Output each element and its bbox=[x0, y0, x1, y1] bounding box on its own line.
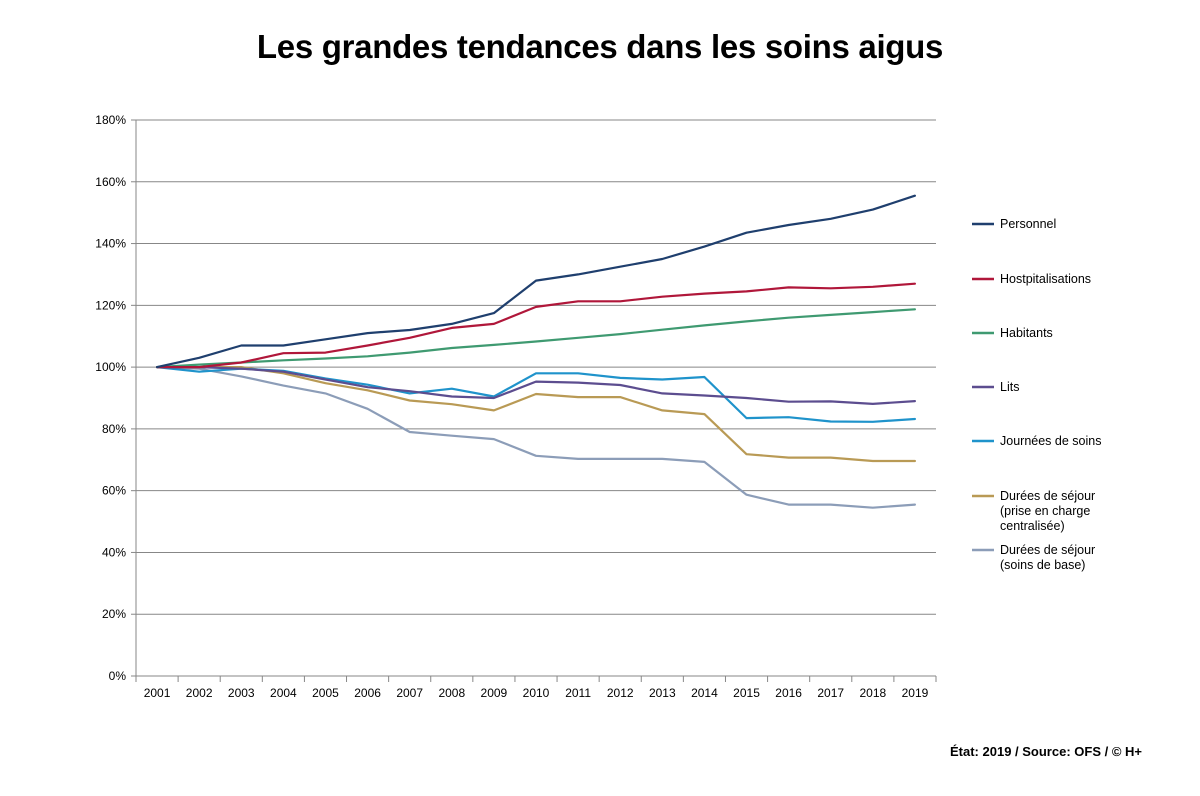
legend-item: Journées de soins bbox=[972, 434, 1101, 448]
x-tick-label: 2017 bbox=[817, 686, 844, 700]
x-tick-label: 2002 bbox=[186, 686, 213, 700]
legend-label: Personnel bbox=[1000, 217, 1056, 231]
series-line-dur-es-de-s-jour-soins-de-base- bbox=[156, 366, 917, 509]
legend-item: Durées de séjour (prise en charge centrali… bbox=[972, 489, 1095, 533]
legend-label: Journées de soins bbox=[1000, 434, 1101, 448]
legend-label: Lits bbox=[1000, 380, 1019, 394]
x-tick-label: 2014 bbox=[691, 686, 718, 700]
legend-label: Hostpitalisations bbox=[1000, 272, 1091, 286]
chart-title: Les grandes tendances dans les soins aig… bbox=[256, 28, 944, 65]
series-line-hostpitalisations bbox=[156, 282, 917, 369]
source-note: État: 2019 / Source: OFS / © H+ bbox=[950, 744, 1142, 759]
series-lines bbox=[156, 194, 917, 509]
series-line-lits bbox=[156, 366, 917, 405]
x-tick-label: 2007 bbox=[396, 686, 423, 700]
x-tick-label: 2013 bbox=[649, 686, 676, 700]
legend-item: Personnel bbox=[972, 217, 1056, 231]
x-tick-label: 2009 bbox=[481, 686, 508, 700]
legend-label: Habitants bbox=[1000, 326, 1053, 340]
x-tick-label: 2005 bbox=[312, 686, 339, 700]
x-tick-label: 2006 bbox=[354, 686, 381, 700]
x-tick-label: 2016 bbox=[775, 686, 802, 700]
axes bbox=[131, 119, 937, 682]
legend-item: Habitants bbox=[972, 326, 1053, 340]
legend-item: Hostpitalisations bbox=[972, 272, 1091, 286]
x-tick-label: 2019 bbox=[902, 686, 929, 700]
series-line-personnel bbox=[156, 194, 917, 369]
series-line-habitants bbox=[156, 308, 917, 369]
y-tick-label: 160% bbox=[95, 175, 126, 189]
y-tick-label: 60% bbox=[102, 484, 126, 498]
x-tick-labels: 2001 2002 2003 2004 2005 2006 2007 2008 2009 2010… bbox=[144, 686, 929, 700]
x-tick-label: 2010 bbox=[523, 686, 550, 700]
x-tick-label: 2001 bbox=[144, 686, 171, 700]
x-tick-label: 2018 bbox=[859, 686, 886, 700]
grid-lines bbox=[136, 119, 936, 615]
y-tick-labels: 0% 20% 40% 60% 80% 100% 120% 140% 160% 180% bbox=[95, 113, 126, 683]
x-tick-label: 2012 bbox=[607, 686, 634, 700]
x-tick-label: 2003 bbox=[228, 686, 255, 700]
y-tick-label: 180% bbox=[95, 113, 126, 127]
x-tick-label: 2008 bbox=[438, 686, 465, 700]
legend-label: Durées de séjour (soins de base) bbox=[1000, 543, 1095, 572]
x-tick-label: 2015 bbox=[733, 686, 760, 700]
y-tick-label: 120% bbox=[95, 298, 126, 312]
y-tick-label: 0% bbox=[109, 669, 127, 683]
legend-label: Durées de séjour (prise en charge centrali… bbox=[1000, 489, 1095, 533]
y-tick-label: 40% bbox=[102, 545, 126, 559]
legend-item: Durées de séjour (soins de base) bbox=[972, 543, 1095, 572]
legend-item: Lits bbox=[972, 380, 1019, 394]
x-tick-label: 2011 bbox=[565, 686, 591, 700]
y-tick-label: 140% bbox=[95, 237, 126, 251]
legend: Personnel Hostpitalisations Habitants Lits J… bbox=[972, 217, 1101, 572]
y-tick-label: 20% bbox=[102, 607, 126, 621]
x-tick-label: 2004 bbox=[270, 686, 297, 700]
y-tick-label: 100% bbox=[95, 360, 126, 374]
y-tick-label: 80% bbox=[102, 422, 126, 436]
series-line-dur-es-de-s-jour-prise-en-charge-centralis-e- bbox=[156, 366, 917, 463]
